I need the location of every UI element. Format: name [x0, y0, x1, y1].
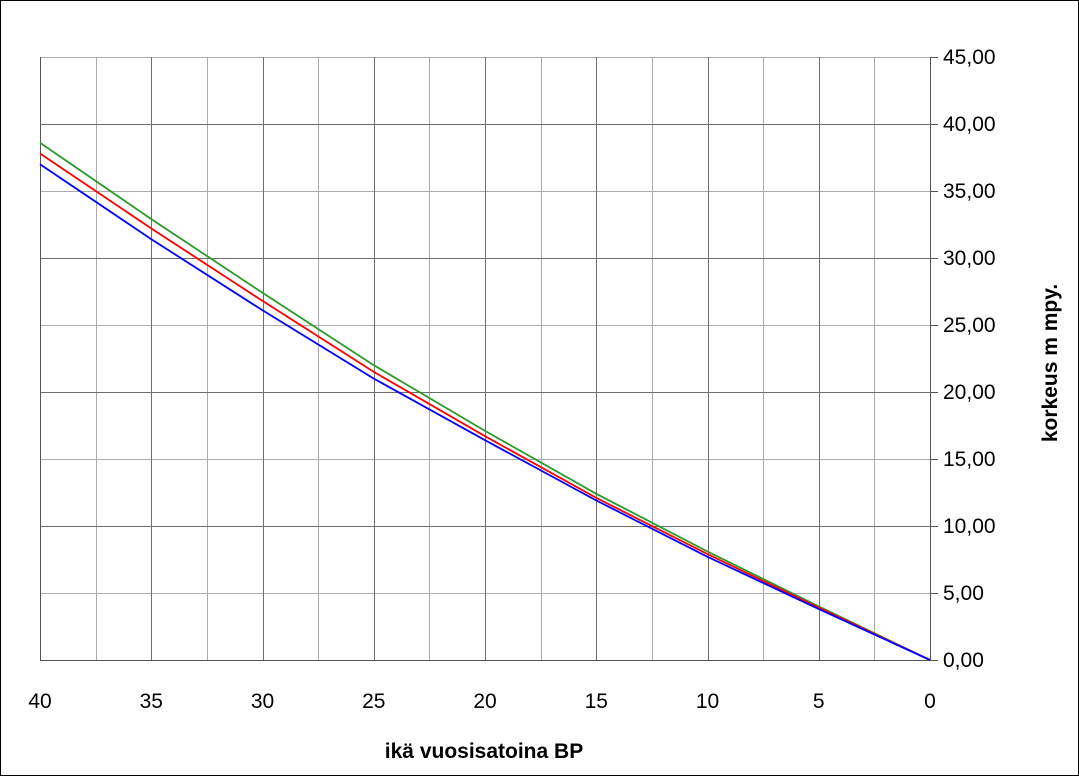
y-tick-labels: 0,00 5,00 10,00 15,00 20,00 25,00 30,00 35,00 40…	[943, 46, 996, 672]
series-line-1	[39, 142, 931, 661]
y-tick-label: 40,00	[943, 113, 996, 136]
y-tick-label: 20,00	[943, 381, 996, 404]
y-tick-label: 15,00	[943, 448, 996, 471]
y-tick-label: 30,00	[943, 247, 996, 270]
x-tick-label: 25	[362, 690, 385, 713]
x-tick-label: 10	[696, 690, 719, 713]
y-axis-title: korkeus m mpy.	[1039, 284, 1062, 442]
y-tick-label: 10,00	[943, 515, 996, 538]
major-gridlines	[40, 57, 938, 661]
x-tick-label: 5	[813, 690, 825, 713]
x-tick-label: 40	[28, 690, 51, 713]
y-tick-label: 45,00	[943, 46, 996, 69]
x-tick-label: 30	[251, 690, 274, 713]
y-tick-label: 5,00	[943, 582, 984, 605]
x-tick-labels: 40 35 30 25 20 15 10 5 0	[28, 690, 936, 713]
y-tick-label: 0,00	[943, 649, 984, 672]
x-tick-label: 35	[140, 690, 163, 713]
series-line-2	[39, 152, 931, 661]
x-tick-label: 15	[585, 690, 608, 713]
series-group	[39, 142, 931, 661]
y-tick-label: 25,00	[943, 314, 996, 337]
x-axis-title: ikä vuosisatoina BP	[385, 740, 583, 763]
x-tick-label: 0	[924, 690, 936, 713]
series-line-3	[39, 163, 931, 661]
y-tick-label: 35,00	[943, 180, 996, 203]
x-tick-label: 20	[473, 690, 496, 713]
